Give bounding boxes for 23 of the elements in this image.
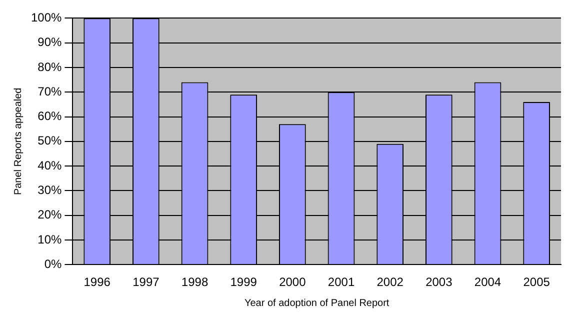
- x-tick-label: 2004: [474, 275, 502, 290]
- y-axis-title: Panel Reports appealed: [12, 88, 24, 196]
- x-axis-title: Year of adoption of Panel Report: [244, 298, 390, 309]
- y-tick-label: 70%: [38, 84, 62, 98]
- y-tick-label: 90%: [38, 35, 62, 50]
- y-tick-label: 100%: [30, 10, 62, 25]
- y-tick-label: 30%: [38, 182, 62, 197]
- y-tick-label: 60%: [38, 109, 62, 124]
- x-tick-label: 2005: [523, 275, 550, 290]
- y-tick-label: 50%: [38, 134, 62, 148]
- y-tick-label: 80%: [38, 60, 62, 74]
- y-tick-label: 10%: [38, 232, 62, 246]
- x-tick-label: 1999: [230, 275, 258, 290]
- x-tick-label: 2000: [279, 275, 306, 290]
- x-tick-label: 2002: [376, 275, 404, 290]
- x-tick-label: 1996: [84, 275, 111, 290]
- x-tick-label: 1997: [132, 275, 160, 290]
- y-tick-label: 0%: [44, 256, 62, 271]
- x-tick-label: 2001: [328, 275, 355, 290]
- x-tick-label: 2003: [426, 275, 453, 290]
- x-tick-label: 1998: [181, 275, 208, 290]
- y-tick-label: 40%: [38, 158, 62, 172]
- y-tick-label: 20%: [38, 208, 62, 222]
